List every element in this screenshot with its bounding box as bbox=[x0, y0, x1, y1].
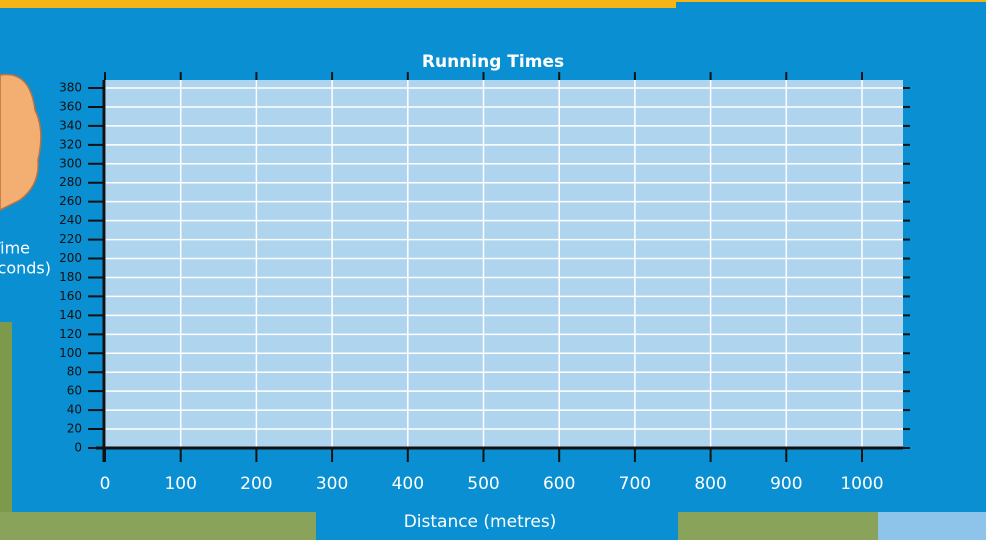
y-tick-label: 80 bbox=[67, 365, 82, 379]
y-tick-label: 180 bbox=[59, 270, 82, 284]
top-banner bbox=[0, 0, 676, 8]
x-tick-label: 300 bbox=[316, 474, 348, 494]
plot-area bbox=[103, 80, 903, 448]
y-tick-label: 20 bbox=[67, 422, 82, 436]
y-tick-label: 160 bbox=[59, 289, 82, 303]
x-tick-label: 100 bbox=[164, 474, 196, 494]
y-tick-label: 120 bbox=[59, 327, 82, 341]
grass-left bbox=[0, 322, 12, 512]
y-tick-label: 260 bbox=[59, 194, 82, 208]
page: Running Times Distance (metres) Time (se… bbox=[0, 0, 986, 540]
y-tick-label: 140 bbox=[59, 308, 82, 322]
y-tick-label: 240 bbox=[59, 213, 82, 227]
left-panel bbox=[0, 12, 8, 82]
x-tick-label: 500 bbox=[467, 474, 499, 494]
top-edge bbox=[676, 0, 986, 2]
grass-bottom-right bbox=[678, 512, 878, 540]
y-tick-label: 0 bbox=[74, 441, 82, 455]
screen: Running Times Distance (metres) Time (se… bbox=[0, 0, 986, 540]
y-tick-label: 320 bbox=[59, 137, 82, 151]
grass-bottom-left bbox=[0, 512, 316, 540]
x-tick-label: 900 bbox=[770, 474, 802, 494]
x-axis-label: Distance (metres) bbox=[404, 512, 557, 532]
chart-title: Running Times bbox=[422, 52, 564, 72]
y-tick-label: 60 bbox=[67, 384, 82, 398]
y-tick-label: 40 bbox=[67, 403, 82, 417]
y-tick-label: 220 bbox=[59, 232, 82, 246]
y-tick-label: 340 bbox=[59, 118, 82, 132]
panel-bottom-right bbox=[878, 512, 986, 540]
y-tick-label: 380 bbox=[59, 81, 82, 95]
y-tick-label: 200 bbox=[59, 251, 82, 265]
x-tick-label: 800 bbox=[694, 474, 726, 494]
x-tick-label: 600 bbox=[543, 474, 575, 494]
y-tick-label: 300 bbox=[59, 156, 82, 170]
y-tick-label: 360 bbox=[59, 99, 82, 113]
x-tick-label: 700 bbox=[619, 474, 651, 494]
x-tick-label: 400 bbox=[392, 474, 424, 494]
x-tick-label: 1000 bbox=[840, 474, 883, 494]
y-axis-label: Time bbox=[0, 239, 30, 258]
y-axis-label: (seconds) bbox=[0, 259, 51, 278]
x-tick-label: 0 bbox=[100, 474, 111, 494]
y-tick-label: 280 bbox=[59, 175, 82, 189]
x-tick-label: 200 bbox=[240, 474, 272, 494]
y-tick-label: 100 bbox=[59, 346, 82, 360]
